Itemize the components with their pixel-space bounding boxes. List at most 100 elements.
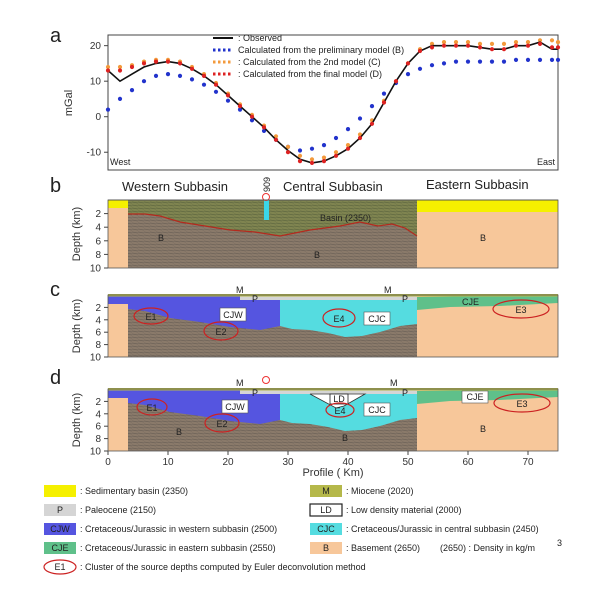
- series-point-2: [525, 40, 531, 45]
- panel-letter-a: a: [50, 25, 62, 47]
- label-b-east: B: [480, 233, 486, 243]
- label-e4: E4: [333, 314, 344, 324]
- label-e1: E1: [146, 403, 157, 413]
- sed-basin-west: [108, 200, 128, 208]
- series-point-3: [333, 153, 339, 158]
- label-cjc: CJC: [368, 405, 386, 415]
- euler-cluster-e1: [136, 398, 168, 416]
- euler-cluster-e1: [133, 307, 169, 325]
- label-e1: E1: [145, 312, 156, 322]
- cjw-label-box: [221, 399, 249, 414]
- legend-key-euler: E1: [54, 562, 65, 572]
- panel-letter-b: b: [50, 175, 61, 197]
- series-point-1: [453, 59, 459, 64]
- y-axis-title: mGal: [63, 90, 75, 116]
- euler-cluster-e3: [492, 299, 550, 319]
- series-point-3: [309, 160, 315, 165]
- series-point-3: [417, 48, 423, 54]
- ld-label-box: [329, 393, 349, 405]
- euler-cluster-e4: [325, 402, 355, 418]
- series-point-1: [309, 146, 315, 151]
- legend: : Sedimentary basin (2350) M : Miocene (…: [43, 485, 562, 575]
- series-point-3: [489, 47, 495, 52]
- series-point-3: [129, 64, 135, 70]
- cje-label-box: [461, 390, 489, 404]
- series-point-1: [333, 135, 339, 141]
- y-tick-label: 10: [90, 77, 102, 88]
- legend-text-cjc: : Cretaceous/Jurassic in central subbasi…: [346, 524, 539, 534]
- depth-tick-label: 8: [95, 340, 101, 351]
- series-point-1: [213, 89, 219, 94]
- series-point-2: [321, 155, 327, 160]
- section-b: 909 Basin (2350) B B B 2 4 6 8 10 Depth (km): [71, 177, 559, 275]
- series-point-2: [465, 40, 471, 45]
- series-point-1: [369, 104, 375, 109]
- profile-tick-label: 20: [222, 457, 234, 468]
- series-point-3: [381, 100, 387, 105]
- depth-tick-label: 6: [95, 422, 101, 433]
- series-point-1: [165, 72, 171, 77]
- series-point-3: [321, 159, 327, 164]
- well-symbol: [262, 376, 270, 384]
- series-point-3: [141, 61, 147, 66]
- series-point-1: [537, 57, 543, 63]
- series-point-1: [297, 148, 303, 153]
- series-point-1: [465, 59, 471, 64]
- series-point-2: [501, 41, 507, 47]
- legend-swatch-sedimentary: [44, 485, 76, 497]
- series-point-3: [465, 43, 471, 48]
- legend-text-miocene: : Miocene (2020): [346, 486, 414, 496]
- well-marker: [264, 200, 269, 220]
- depth-tick-label: 10: [90, 264, 102, 275]
- label-b-east: B: [480, 424, 486, 434]
- label-cje: CJE: [466, 392, 483, 402]
- series-point-3: [177, 61, 183, 66]
- legend-text-ld: : Low density material (2000): [346, 505, 462, 515]
- series-point-3: [297, 159, 303, 164]
- label-b-west: B: [176, 427, 182, 437]
- depth-axis-title: Depth (km): [71, 393, 83, 447]
- depth-tick-label: 6: [95, 236, 101, 247]
- series-point-1: [201, 82, 207, 87]
- series-point-3: [357, 135, 363, 141]
- depth-tick-label: 8: [95, 250, 101, 261]
- series-point-3: [429, 45, 435, 50]
- legend-density-sup: 3: [557, 538, 562, 548]
- depth-axis-title: Depth (km): [71, 299, 83, 353]
- cjc-body: [280, 390, 417, 431]
- label-p-east: P: [402, 388, 408, 398]
- depth-tick-label: 10: [90, 447, 102, 458]
- depth-tick-label: 2: [95, 397, 101, 408]
- paleocene-layer: [240, 296, 417, 300]
- series-point-1: [261, 128, 267, 133]
- euler-cluster-e4: [322, 308, 356, 328]
- chart-legend: : Observed Calculated from the prelimina…: [213, 33, 404, 79]
- section-c: M M P P CJW CJC CJE E1 E2 E4 E3 24 68 10 D…: [71, 285, 559, 364]
- series-point-1: [549, 57, 555, 63]
- cjw-label-box: [219, 307, 247, 322]
- legend-2nd: : Calculated from the 2nd model (C): [238, 57, 381, 67]
- profile-axis-title: Profile ( Km): [302, 467, 363, 479]
- label-p-west: P: [252, 388, 258, 398]
- series-point-1: [129, 88, 135, 93]
- series-point-2: [105, 64, 111, 70]
- label-p-west: P: [252, 294, 258, 304]
- series-point-3: [393, 79, 399, 84]
- label-cje: CJE: [462, 297, 479, 307]
- label-m-east: M: [390, 378, 398, 388]
- legend-key-paleocene: P: [57, 505, 63, 515]
- legend-text-euler: : Cluster of the source depths computed …: [80, 562, 366, 572]
- legend-key-cjw: CJW: [50, 524, 70, 534]
- series-point-3: [237, 104, 243, 109]
- series-point-3: [369, 121, 375, 126]
- series-point-3: [453, 43, 459, 48]
- series-point-1: [249, 118, 255, 123]
- series-point-2: [513, 40, 519, 45]
- label-cjw: CJW: [223, 310, 243, 320]
- series-point-3: [201, 73, 207, 78]
- basin-label: Basin (2350): [320, 213, 371, 223]
- series-point-1: [117, 96, 123, 101]
- series-point-3: [513, 43, 519, 48]
- series-point-1: [429, 63, 435, 68]
